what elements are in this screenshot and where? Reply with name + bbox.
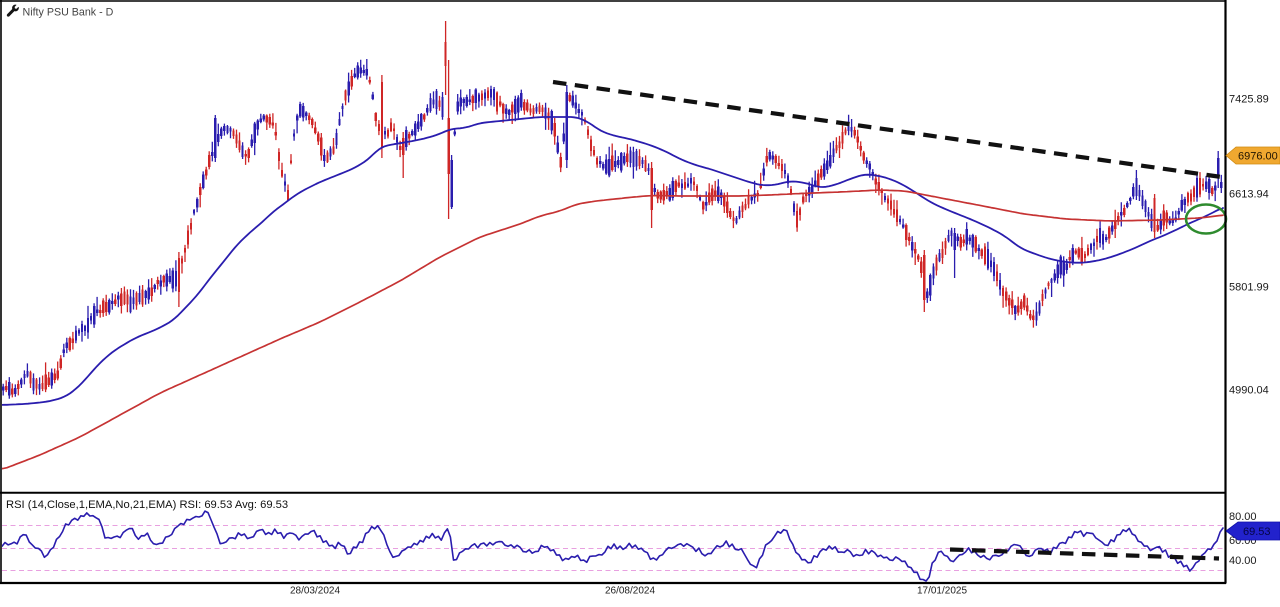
svg-text:7425.89: 7425.89 <box>1229 94 1269 106</box>
svg-text:6976.00: 6976.00 <box>1238 151 1278 163</box>
svg-text:17/01/2025: 17/01/2025 <box>917 586 967 597</box>
svg-text:RSI (14,Close,1,EMA,No,21,EMA): RSI (14,Close,1,EMA,No,21,EMA) RSI: 69.5… <box>6 499 288 511</box>
svg-text:80.00: 80.00 <box>1229 511 1257 523</box>
svg-text:28/03/2024: 28/03/2024 <box>290 586 340 597</box>
svg-text:5801.99: 5801.99 <box>1229 282 1269 294</box>
svg-text:Nifty PSU Bank - D: Nifty PSU Bank - D <box>23 6 114 18</box>
svg-text:4990.04: 4990.04 <box>1229 385 1269 397</box>
svg-text:6613.94: 6613.94 <box>1229 189 1269 201</box>
svg-text:26/08/2024: 26/08/2024 <box>605 586 655 597</box>
svg-text:69.53: 69.53 <box>1243 526 1271 538</box>
svg-text:40.00: 40.00 <box>1229 555 1257 567</box>
